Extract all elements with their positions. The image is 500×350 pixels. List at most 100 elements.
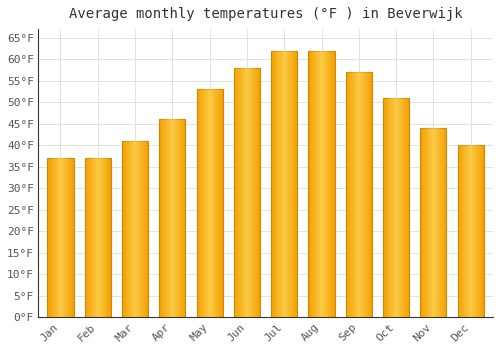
Bar: [53, 158, 54, 317]
Bar: [141, 141, 142, 317]
Bar: [398, 98, 399, 317]
Bar: [458, 145, 459, 317]
Bar: [107, 158, 108, 317]
Bar: [368, 72, 370, 317]
Bar: [476, 145, 477, 317]
Bar: [252, 68, 253, 317]
Bar: [275, 51, 276, 317]
Bar: [290, 51, 291, 317]
Bar: [216, 89, 217, 317]
Bar: [72, 158, 73, 317]
Bar: [104, 158, 105, 317]
Bar: [388, 98, 389, 317]
Bar: [318, 51, 319, 317]
Bar: [123, 141, 124, 317]
Bar: [221, 89, 222, 317]
Bar: [360, 72, 361, 317]
Bar: [471, 145, 472, 317]
Bar: [436, 128, 437, 317]
Bar: [469, 145, 470, 317]
Bar: [443, 128, 444, 317]
Bar: [96, 158, 98, 317]
Bar: [68, 158, 69, 317]
Bar: [138, 141, 139, 317]
Bar: [177, 119, 178, 317]
Bar: [472, 145, 473, 317]
Bar: [482, 145, 483, 317]
Bar: [407, 98, 408, 317]
Bar: [283, 51, 284, 317]
Bar: [404, 98, 405, 317]
Bar: [130, 141, 131, 317]
Bar: [248, 68, 249, 317]
Bar: [285, 51, 286, 317]
Bar: [385, 98, 386, 317]
Bar: [90, 158, 91, 317]
Bar: [196, 89, 222, 317]
Bar: [383, 98, 409, 317]
Bar: [65, 158, 66, 317]
Bar: [255, 68, 256, 317]
Bar: [320, 51, 321, 317]
Bar: [48, 158, 49, 317]
Bar: [277, 51, 278, 317]
Bar: [280, 51, 281, 317]
Bar: [370, 72, 371, 317]
Bar: [474, 145, 475, 317]
Bar: [274, 51, 275, 317]
Bar: [429, 128, 430, 317]
Bar: [196, 89, 197, 317]
Bar: [395, 98, 396, 317]
Bar: [173, 119, 174, 317]
Bar: [346, 72, 372, 317]
Bar: [332, 51, 333, 317]
Bar: [87, 158, 88, 317]
Bar: [408, 98, 409, 317]
Bar: [52, 158, 53, 317]
Bar: [459, 145, 460, 317]
Bar: [247, 68, 248, 317]
Bar: [440, 128, 441, 317]
Bar: [324, 51, 325, 317]
Bar: [170, 119, 171, 317]
Bar: [54, 158, 56, 317]
Bar: [88, 158, 89, 317]
Bar: [458, 145, 483, 317]
Bar: [92, 158, 93, 317]
Bar: [319, 51, 320, 317]
Bar: [461, 145, 462, 317]
Bar: [102, 158, 103, 317]
Bar: [140, 141, 141, 317]
Bar: [184, 119, 185, 317]
Bar: [481, 145, 482, 317]
Bar: [218, 89, 219, 317]
Bar: [313, 51, 314, 317]
Bar: [394, 98, 395, 317]
Bar: [473, 145, 474, 317]
Bar: [272, 51, 274, 317]
Bar: [59, 158, 60, 317]
Bar: [179, 119, 180, 317]
Bar: [258, 68, 259, 317]
Bar: [60, 158, 61, 317]
Bar: [98, 158, 99, 317]
Bar: [164, 119, 165, 317]
Bar: [217, 89, 218, 317]
Bar: [62, 158, 63, 317]
Bar: [167, 119, 168, 317]
Bar: [146, 141, 147, 317]
Bar: [442, 128, 443, 317]
Bar: [212, 89, 213, 317]
Bar: [160, 119, 161, 317]
Bar: [133, 141, 134, 317]
Bar: [292, 51, 293, 317]
Bar: [287, 51, 288, 317]
Bar: [199, 89, 200, 317]
Bar: [278, 51, 279, 317]
Bar: [172, 119, 173, 317]
Bar: [206, 89, 207, 317]
Bar: [51, 158, 52, 317]
Bar: [169, 119, 170, 317]
Bar: [483, 145, 484, 317]
Bar: [57, 158, 58, 317]
